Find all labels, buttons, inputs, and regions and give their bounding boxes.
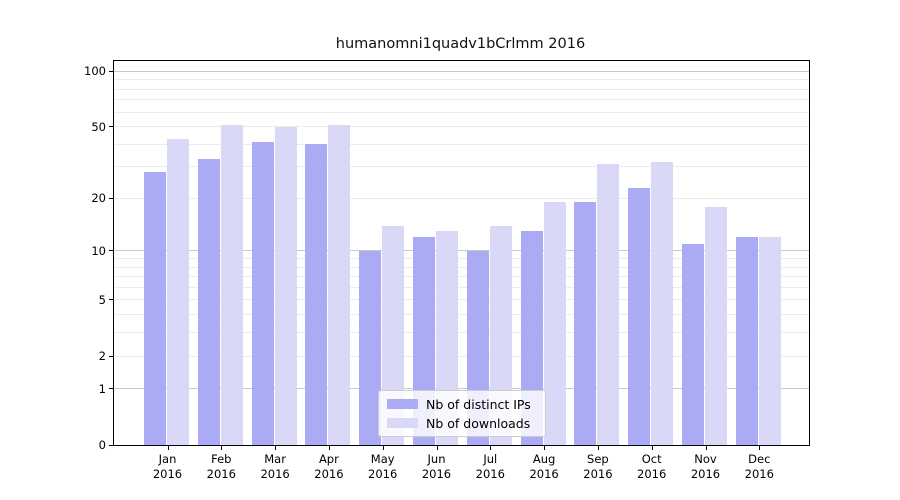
y-tick-label: 50 xyxy=(91,119,106,134)
gridline-minor xyxy=(114,355,809,357)
x-tick-label: Sep 2016 xyxy=(583,452,613,481)
gridline-minor xyxy=(114,314,809,316)
legend-swatch-downloads xyxy=(387,418,418,428)
x-tick-mark xyxy=(705,446,707,450)
y-tick-mark xyxy=(109,299,113,301)
gridline-minor xyxy=(114,79,809,81)
x-tick-mark xyxy=(328,446,330,450)
legend-label-distinct-ips: Nb of distinct IPs xyxy=(426,396,531,412)
bar-distinct-ips xyxy=(574,202,597,445)
bar-downloads xyxy=(705,206,727,445)
bar-downloads xyxy=(167,138,189,445)
y-tick-mark xyxy=(109,126,113,128)
gridline-minor xyxy=(114,111,809,113)
x-tick-label: Oct 2016 xyxy=(637,452,667,481)
y-tick-label: 2 xyxy=(98,349,106,364)
x-tick-label: Apr 2016 xyxy=(314,452,344,481)
gridline-major xyxy=(114,70,809,72)
gridline-minor xyxy=(114,276,809,278)
bar-downloads xyxy=(274,126,297,445)
gridline-major xyxy=(114,250,809,252)
bar-downloads xyxy=(328,125,351,445)
x-tick-mark xyxy=(275,446,277,450)
bar-distinct-ips xyxy=(735,237,758,445)
bar-downloads xyxy=(543,202,566,445)
x-tick-mark xyxy=(490,446,492,450)
legend-swatch-distinct-ips xyxy=(387,399,418,409)
y-tick-mark xyxy=(109,388,113,390)
x-tick-mark xyxy=(436,446,438,450)
gridline-minor xyxy=(114,332,809,334)
gridline-minor xyxy=(114,88,809,90)
chart-title: humanomni1quadv1bCrlmm 2016 xyxy=(335,36,586,52)
legend-row-downloads: Nb of downloads xyxy=(387,416,537,431)
y-tick-mark xyxy=(109,444,113,446)
legend-row-distinct-ips: Nb of distinct IPs xyxy=(387,397,537,412)
y-tick-mark xyxy=(109,70,113,72)
bar-distinct-ips xyxy=(359,250,382,445)
x-tick-label: Nov 2016 xyxy=(690,452,721,481)
y-tick-mark xyxy=(109,355,113,357)
gridline-minor xyxy=(114,286,809,288)
x-tick-mark xyxy=(167,446,169,450)
bar-distinct-ips xyxy=(682,243,704,445)
plot-area: 0 1 2 5 10 20 50 100 Jan 2016 Feb 2016 Mar 2016 Apr 20… xyxy=(84,60,810,481)
legend: Nb of distinct IPs Nb of downloads xyxy=(378,390,546,437)
y-tick-label: 20 xyxy=(91,191,106,206)
bar-downloads xyxy=(651,161,674,445)
x-tick-label: Dec 2016 xyxy=(744,452,774,481)
x-tick-mark xyxy=(382,446,384,450)
x-tick-mark xyxy=(759,446,761,450)
bar-downloads xyxy=(758,237,781,445)
y-tick-label: 0 xyxy=(98,438,106,452)
x-tick-label: Mar 2016 xyxy=(260,452,290,481)
gridline-minor xyxy=(114,143,809,145)
bar-distinct-ips xyxy=(251,142,274,445)
x-tick-label: Jan 2016 xyxy=(152,452,183,481)
gridline-minor xyxy=(114,299,809,301)
bar-downloads xyxy=(597,164,620,445)
gridline-minor xyxy=(114,258,809,259)
x-tick-label: Jun 2016 xyxy=(421,452,452,481)
gridline-major xyxy=(114,388,809,390)
x-tick-label: Aug 2016 xyxy=(529,452,559,481)
bar-distinct-ips xyxy=(144,172,166,445)
x-tick-label: May 2016 xyxy=(368,452,398,481)
y-tick-label: 10 xyxy=(91,243,106,258)
x-tick-mark xyxy=(597,446,599,450)
x-tick-mark xyxy=(221,446,223,450)
gridline-minor xyxy=(114,126,809,128)
y-tick-mark xyxy=(109,197,113,199)
x-tick-label: Feb 2016 xyxy=(206,452,236,481)
legend-label-downloads: Nb of downloads xyxy=(426,415,531,431)
y-tick-mark xyxy=(109,250,113,252)
bar-distinct-ips xyxy=(305,144,328,445)
bar-distinct-ips xyxy=(628,187,651,445)
bar-downloads xyxy=(220,125,243,445)
gridline-minor xyxy=(114,197,809,199)
gridline-minor xyxy=(114,166,809,168)
gridline-minor xyxy=(114,99,809,101)
x-tick-mark xyxy=(544,446,546,450)
x-tick-label: Jul 2016 xyxy=(475,452,505,481)
y-tick-label: 5 xyxy=(98,292,106,307)
x-tick-mark xyxy=(651,446,653,450)
y-tick-label: 1 xyxy=(98,381,106,396)
y-tick-label: 100 xyxy=(84,64,106,79)
bar-distinct-ips xyxy=(197,159,220,445)
gridline-minor xyxy=(114,266,809,268)
